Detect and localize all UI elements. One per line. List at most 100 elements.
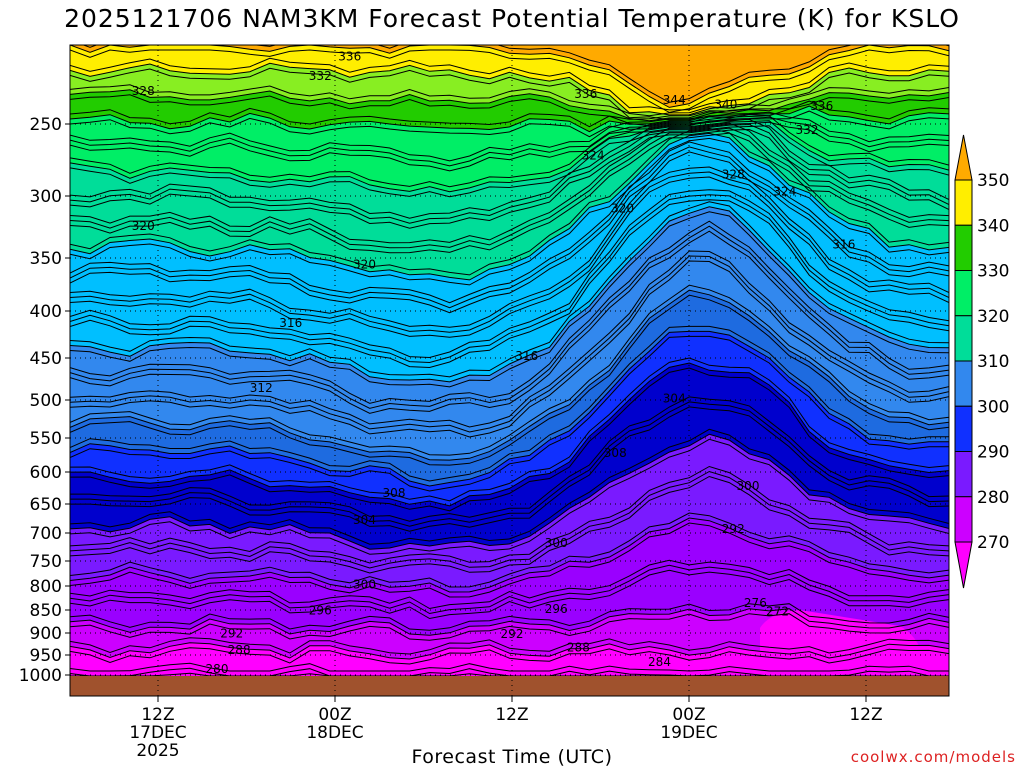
- contour-label: 292: [220, 626, 243, 640]
- colorbar-segment: [954, 360, 973, 407]
- y-tick-label: 800: [30, 577, 62, 597]
- contour-line: [70, 115, 949, 188]
- contour-label: 272: [766, 604, 789, 618]
- contour-line: [70, 125, 949, 198]
- contour-line: [70, 357, 949, 502]
- contour-line: [70, 132, 949, 281]
- colorbar-label: 350: [977, 171, 1009, 191]
- contour-line: [70, 141, 949, 304]
- contour-line: [70, 564, 949, 615]
- contour-line: [70, 211, 949, 388]
- colorbar-label: 340: [977, 216, 1009, 236]
- contour-line: [70, 608, 949, 636]
- contour-line: [70, 171, 949, 333]
- contour-line: [70, 62, 949, 116]
- contour-label: 324: [582, 149, 605, 163]
- contour-line: [70, 569, 949, 620]
- contour-line: [70, 151, 949, 314]
- contour-label: 328: [132, 84, 155, 98]
- contour-label: 300: [737, 479, 760, 493]
- colorbar: 350 340 330 320 310 300 290 280 270: [954, 134, 1009, 589]
- y-tick-label: 300: [30, 187, 62, 207]
- colorbar-segment: [954, 405, 973, 452]
- contour-line: [70, 438, 949, 555]
- contour-line: [70, 122, 949, 244]
- y-tick-label: 450: [30, 349, 62, 369]
- contour-label: 276: [744, 596, 767, 610]
- contour-line: [70, 637, 949, 655]
- contour-line: [70, 199, 949, 369]
- contour-label: 292: [501, 627, 524, 641]
- contour-line: [70, 194, 949, 364]
- colorbar-segment: [954, 451, 973, 498]
- colorbar-label: 280: [977, 488, 1009, 508]
- contour-line: [70, 127, 949, 249]
- contour-line: [70, 642, 949, 660]
- contour-label: 296: [545, 602, 568, 616]
- contour-line: [70, 260, 949, 438]
- colorbar-segment: [954, 270, 973, 317]
- y-tick-label: 850: [30, 601, 62, 621]
- contour-line: [70, 128, 949, 229]
- colorbar-label: 290: [977, 443, 1009, 463]
- contour-label: 284: [648, 655, 671, 669]
- contour-line: [70, 284, 949, 456]
- contour-label: 320: [132, 219, 155, 233]
- contour-line: [70, 100, 949, 128]
- y-tick-label: 350: [30, 249, 62, 269]
- contour-label: 336: [810, 99, 833, 113]
- chart-title: 2025121706 NAM3KM Forecast Potential Tem…: [64, 4, 960, 33]
- contour-line: [70, 325, 949, 482]
- colorbar-label: 270: [977, 533, 1009, 553]
- contour-line: [70, 289, 949, 461]
- contour-line: [70, 132, 949, 254]
- contour-line: [70, 475, 949, 574]
- colorbar-arrow-bottom: [954, 541, 973, 589]
- contour-line: [70, 127, 949, 276]
- contour-label: 280: [206, 662, 229, 676]
- y-tick-label: 500: [30, 391, 62, 411]
- contour-line: [70, 116, 949, 167]
- colorbar-label: 330: [977, 262, 1009, 282]
- colorbar-segment: [954, 496, 973, 543]
- contour-line: [70, 57, 949, 111]
- contour-line: [70, 255, 949, 433]
- contour-line: [70, 250, 949, 428]
- contour-label: 336: [574, 87, 597, 101]
- contour-line: [70, 433, 949, 550]
- contour-label: 336: [338, 50, 361, 64]
- colorbar-segment: [954, 179, 973, 226]
- y-tick-label: 700: [30, 524, 62, 544]
- y-tick-label: 1000: [19, 666, 62, 686]
- contour-line: [70, 220, 949, 404]
- x-tick-label: 12Z: [849, 705, 882, 725]
- contour-label: 288: [228, 643, 251, 657]
- x-tick-label: 00Z: [318, 705, 351, 725]
- contour-line: [70, 428, 949, 545]
- source-credit: coolwx.com/models: [850, 748, 1016, 766]
- contour-label: 304: [663, 391, 686, 405]
- theta-fill-bands: [70, 45, 949, 696]
- contour-line: [70, 396, 949, 522]
- contour-line: [70, 401, 949, 527]
- contour-line: [70, 522, 949, 598]
- contour-line: [70, 367, 949, 512]
- contour-label: 332: [796, 123, 819, 137]
- contour-label: 288: [567, 641, 590, 655]
- contour-label: 320: [611, 201, 634, 215]
- contour-line: [70, 206, 949, 383]
- contour-label: 308: [383, 486, 406, 500]
- contour-label: 328: [722, 167, 745, 181]
- x-tick-year: 2025: [136, 741, 179, 761]
- y-tick-label: 900: [30, 624, 62, 644]
- cold-pool-fill: [760, 610, 925, 676]
- contour-line: [70, 105, 949, 133]
- contour-label: 332: [309, 69, 332, 83]
- contour-line: [70, 201, 949, 378]
- contour-line: [70, 123, 949, 224]
- contour-label: 300: [545, 536, 568, 550]
- contour-line: [70, 225, 949, 409]
- ground-strip: [70, 676, 949, 696]
- contour-line: [82, 45, 949, 103]
